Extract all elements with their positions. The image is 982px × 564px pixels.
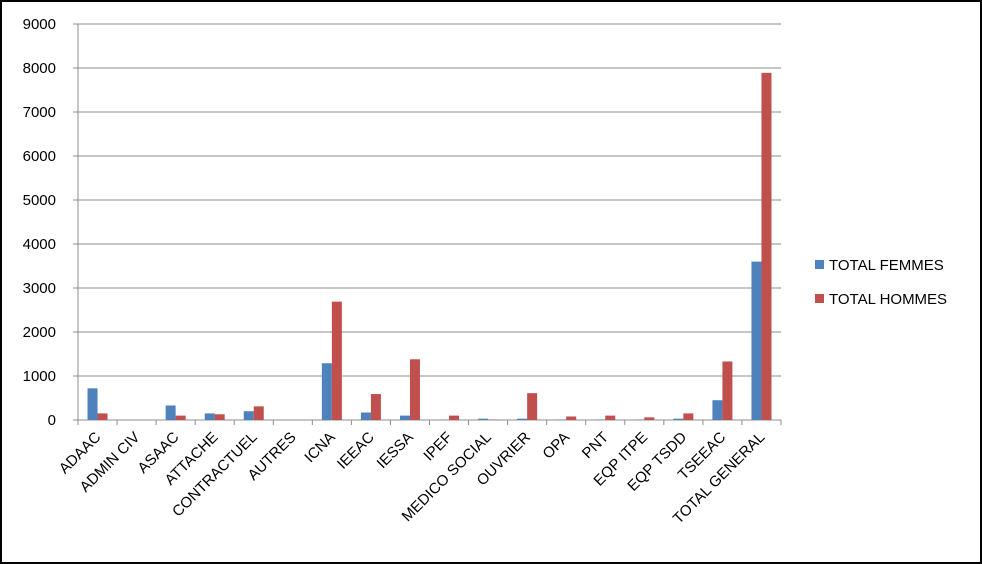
bar [370,394,381,420]
bar [566,416,577,420]
y-tick-label: 4000 [23,236,56,253]
bar [644,417,655,420]
y-tick-label: 1000 [23,368,56,385]
legend-label: TOTAL FEMMES [829,257,944,274]
legend-label: TOTAL HOMMES [829,291,947,308]
bar [761,72,772,420]
y-tick-label: 6000 [23,148,56,165]
bar [683,413,694,420]
y-tick-label: 2000 [23,324,56,341]
bar [673,418,684,420]
bar [478,418,489,420]
bar [243,411,254,420]
bar [399,415,410,420]
y-tick-label: 0 [48,412,56,429]
bar [360,412,371,420]
bar [214,414,225,420]
bar [321,363,332,420]
bar [331,301,342,420]
y-tick-label: 9000 [23,16,56,33]
bar [87,388,98,420]
bar [409,359,420,420]
bar [712,400,723,420]
y-tick-label: 5000 [23,192,56,209]
y-tick-label: 3000 [23,280,56,297]
bar [722,361,733,420]
bar [449,415,460,420]
bar [605,415,616,420]
bar [175,415,186,420]
bar [97,413,108,420]
bar [204,413,215,420]
y-tick-label: 7000 [23,104,56,121]
y-tick-label: 8000 [23,60,56,77]
bar [517,418,528,420]
bar [253,406,264,420]
bar [751,261,762,420]
legend-swatch [815,260,824,269]
bar [165,405,176,420]
bar [527,393,538,420]
legend-swatch [815,294,824,303]
